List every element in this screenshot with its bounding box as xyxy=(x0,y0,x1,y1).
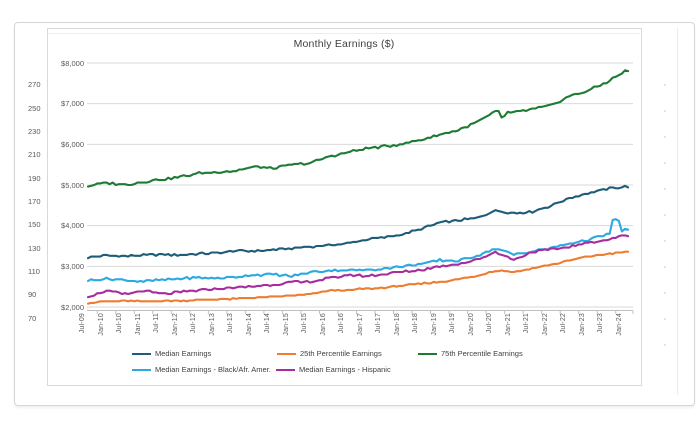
x-axis-label: Jan-16 xyxy=(319,313,327,336)
x-axis-label: Jan-14 xyxy=(245,313,253,336)
background-axis-label: 250 xyxy=(28,103,41,113)
x-axis-label: Jan-20 xyxy=(467,313,475,336)
legend-swatch xyxy=(132,368,151,372)
background-chart-dot xyxy=(664,136,666,138)
chart-title: Monthly Earnings ($) xyxy=(293,38,395,50)
x-axis-label: Jan-10 xyxy=(97,313,105,336)
x-axis-label: Jan-13 xyxy=(208,313,216,336)
y-axis-label: $6,000 xyxy=(61,139,84,149)
background-chart-dot xyxy=(664,214,666,216)
x-axis-label: Jul-23 xyxy=(597,313,605,334)
legend-item: Median Earnings - Hispanic xyxy=(276,365,391,375)
background-axis-label: 70 xyxy=(28,313,37,323)
legend-item: 75th Percentile Earnings xyxy=(418,349,523,359)
y-axis-label: $7,000 xyxy=(61,99,84,109)
series-line xyxy=(87,184,630,260)
series-line xyxy=(87,69,630,188)
background-axis-label: 110 xyxy=(28,267,40,277)
y-axis-label: $3,000 xyxy=(61,261,84,271)
legend-swatch xyxy=(276,368,295,372)
legend-swatch xyxy=(418,352,437,356)
background-axis-label: 270 xyxy=(28,80,41,90)
legend-label: Median Earnings - Hispanic xyxy=(299,365,391,374)
legend-swatch xyxy=(277,352,296,356)
legend-swatch xyxy=(132,352,151,356)
y-axis-label: $4,000 xyxy=(61,221,84,231)
background-axis-label: 170 xyxy=(28,197,41,207)
x-axis-label: Jan-17 xyxy=(356,313,364,336)
x-axis-label: Jan-18 xyxy=(393,313,401,336)
background-chart-dot xyxy=(664,240,666,242)
legend-item: Median Earnings xyxy=(132,349,211,359)
background-axis-label: 210 xyxy=(28,150,41,160)
legend-label: 25th Percentile Earnings xyxy=(300,349,382,358)
background-axis-label: 90 xyxy=(28,290,37,300)
background-axis-label: 130 xyxy=(28,243,41,253)
background-axis-label: 190 xyxy=(28,173,41,183)
y-axis-label: $5,000 xyxy=(61,180,84,190)
background-chart-dot xyxy=(664,318,666,320)
background-chart-dot xyxy=(664,84,666,86)
background-chart-dot xyxy=(664,344,666,346)
y-axis-label: $2,000 xyxy=(61,302,84,312)
x-axis-label: Jul-21 xyxy=(523,313,531,334)
background-chart-dot xyxy=(664,162,666,164)
x-axis-label: Jan-21 xyxy=(504,313,512,336)
background-chart-dot xyxy=(664,110,666,112)
x-axis-label: Jan-23 xyxy=(578,313,586,336)
series-line xyxy=(87,250,630,305)
x-axis-label: Jul-20 xyxy=(486,313,494,334)
background-axis-label: 150 xyxy=(28,220,41,230)
background-chart-edge-line xyxy=(677,28,678,395)
background-chart-dot xyxy=(664,188,666,190)
x-axis-label: Jul-19 xyxy=(449,313,457,334)
background-chart-dot xyxy=(664,292,666,294)
x-axis-label: Jan-24 xyxy=(615,313,623,336)
x-axis-label: Jan-12 xyxy=(171,313,179,336)
x-axis-label: Jan-22 xyxy=(541,313,549,336)
x-axis-label: Jul-18 xyxy=(412,313,420,334)
x-axis-label: Jan-11 xyxy=(134,313,142,336)
legend-label: Median Earnings - Black/Afr. Amer. xyxy=(155,365,271,374)
x-axis-label: Jul-22 xyxy=(560,313,568,334)
x-axis-label: Jul-10 xyxy=(116,313,124,334)
x-axis-label: Jul-14 xyxy=(264,313,272,334)
series-line xyxy=(87,234,630,299)
x-axis-label: Jul-17 xyxy=(375,313,383,334)
x-axis-label: Jul-12 xyxy=(190,313,198,334)
x-axis-label: Jul-16 xyxy=(338,313,346,334)
x-axis-label: Jul-11 xyxy=(153,313,161,333)
legend-label: Median Earnings xyxy=(155,349,212,358)
chart-inner-border xyxy=(48,33,640,34)
background-chart-dot xyxy=(664,266,666,268)
x-axis-label: Jan-19 xyxy=(430,313,438,336)
x-axis-label: Jan-15 xyxy=(282,313,290,336)
x-axis-label: Jul-13 xyxy=(227,313,235,334)
y-axis-label: $8,000 xyxy=(61,58,84,68)
x-axis-label: Jul-15 xyxy=(301,313,309,334)
earnings-chart[interactable] xyxy=(47,28,642,386)
legend-label: 75th Percentile Earnings xyxy=(441,349,523,358)
legend-item: 25th Percentile Earnings xyxy=(277,349,382,359)
legend-item: Median Earnings - Black/Afr. Amer. xyxy=(132,365,271,375)
background-axis-label: 230 xyxy=(28,127,41,136)
x-axis-label: Jul-09 xyxy=(79,313,86,334)
